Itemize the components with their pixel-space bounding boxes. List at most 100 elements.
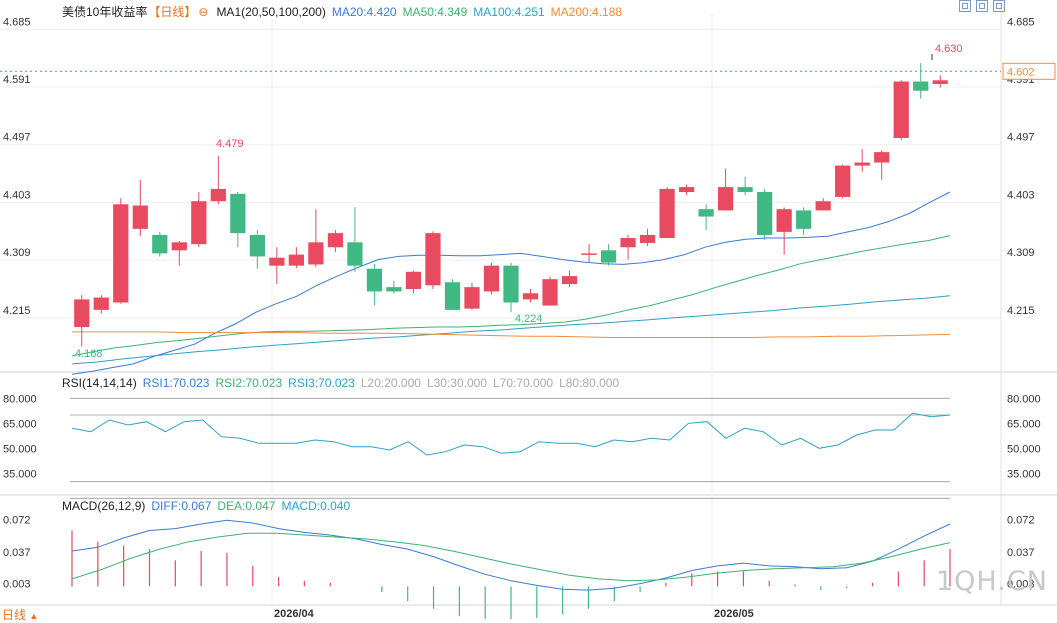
candle-body [93,297,109,310]
rsi-line [71,412,951,456]
expand-icon[interactable] [993,0,1005,12]
watermark: 1QH.CN [936,566,1048,597]
window-icon[interactable] [976,0,988,12]
ma200-value: MA200:4.188 [550,4,623,19]
candle-body [464,287,480,309]
x-axis-label: 2026/05 [714,608,754,619]
annotation-low-mid: 4.224 [515,313,543,325]
macd-tick-right: 0.003 [1007,579,1035,591]
price-tick-left: 4.591 [3,74,31,86]
candle-body [269,257,285,266]
ma20-value: MA20:4.420 [331,4,397,19]
dea-value: DEA:0.047 [217,499,276,513]
layout-icon[interactable] [959,0,971,12]
candle-body [796,210,812,229]
l70-value: L70:70.000 [493,376,554,390]
period-label[interactable]: 【日线】 [148,5,197,19]
candle-body [639,234,656,243]
price-tick-right: 4.685 [1007,16,1035,28]
candle-body [230,193,246,234]
candle-body [581,253,597,255]
candle-body [522,293,539,300]
candle-body [815,201,831,211]
ma50-value: MA50:4.349 [402,4,468,19]
rsi-tick-right: 80.000 [1007,393,1041,405]
candlesticks [74,63,948,347]
candle-body [659,188,675,239]
candle-body [678,187,695,192]
candle-body [757,192,773,235]
candle-body [503,265,519,303]
rsi-tick-right: 65.000 [1007,418,1041,430]
moving-average-lines [71,191,951,375]
rsi-tick-right: 50.000 [1007,443,1041,455]
dea-line [71,532,951,582]
rsi-tick-right: 35.000 [1007,468,1041,480]
rsi-legend: RSI(14,14,14) RSI1:70.023 RSI2:70.023 RS… [62,376,625,390]
candle-body [483,265,500,292]
price-tick-right: 4.403 [1007,189,1035,201]
price-legend: 美债10年收益率 【日线】 ⊖ MA1(20,50,100,200) MA20:… [62,3,628,20]
diff-value: DIFF:0.067 [151,499,212,513]
price-tick-left: 4.309 [3,247,31,259]
macd-tick-left: 0.037 [3,547,31,559]
macd-legend: MACD(26,12,9) DIFF:0.067 DEA:0.047 MACD:… [62,499,356,513]
diff-line [71,519,951,591]
macd-label[interactable]: MACD(26,12,9) [62,499,146,513]
rsi-panel [70,397,951,499]
candle-body [561,276,578,285]
candle-body [171,242,187,251]
rsi-label[interactable]: RSI(14,14,14) [62,376,137,390]
macd-tick-right: 0.072 [1007,514,1035,526]
candle-body [874,152,890,163]
annotation-high-mid: 4.479 [216,138,244,150]
ma-line-ma100 [71,295,951,365]
rsi3-value: RSI3:70.023 [288,376,355,390]
rsi-tick-left: 80.000 [3,393,37,405]
price-tick-left: 4.685 [3,16,31,28]
rsi-tick-left: 35.000 [3,468,37,480]
price-tick-left: 4.215 [3,305,31,317]
candle-body [249,234,265,257]
macd-tick-right: 0.037 [1007,547,1035,559]
candle-body [913,81,929,91]
candle-body [620,238,636,248]
candle-body [288,254,304,266]
candle-body [405,271,422,289]
candle-body [113,204,129,303]
footer-period-label: 日线 [2,608,27,622]
settings-icon[interactable]: ⊖ [198,4,209,19]
l30-value: L30:30.000 [426,376,487,390]
footer-period[interactable]: 日线 ▲ [2,606,38,623]
current-price-box [1002,62,1056,80]
rsi1-value: RSI1:70.023 [142,376,210,390]
price-tick-left: 4.403 [3,189,31,201]
candle-body [600,250,617,263]
rsi2-value: RSI2:70.023 [215,376,283,390]
candle-body [74,299,90,328]
candle-body [932,80,948,84]
candle-body [425,233,441,286]
toolbar [959,0,1005,12]
macd-tick-left: 0.003 [3,579,31,591]
rsi-tick-left: 50.000 [3,443,37,455]
ma-line-ma200 [72,331,951,338]
candle-body [347,242,363,266]
candle-body [776,209,792,232]
current-price-label: 4.602 [1007,66,1035,78]
instrument-title: 美债10年收益率 [62,5,148,19]
macd-tick-left: 0.072 [3,514,31,526]
ma-indicator-label[interactable]: MA1(20,50,100,200) [216,4,326,19]
ma-line-ma50 [71,235,951,357]
macd-panel [71,519,951,619]
price-tick-right: 4.497 [1007,132,1035,144]
candle-body [835,165,851,197]
candle-body [854,162,870,166]
x-axis-label: 2026/04 [274,608,315,619]
caret-up-icon: ▲ [29,611,39,621]
l80-value: L80:80.000 [559,376,620,390]
candle-body [210,188,226,202]
annotation-low: 4.168 [75,348,103,360]
